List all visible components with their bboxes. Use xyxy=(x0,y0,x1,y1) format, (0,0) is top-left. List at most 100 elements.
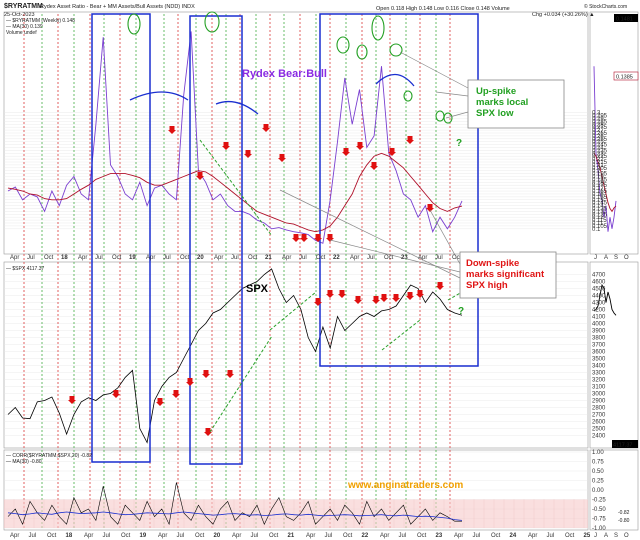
blue-curve-arrow xyxy=(129,91,189,101)
red-down-arrow xyxy=(372,296,380,304)
rydex-value-text: 0.1481 xyxy=(616,17,633,23)
y-tick-label: 0.50 xyxy=(592,469,604,475)
corr-legend: — CORR($RYRATMM,$SPX,20) -0.82 xyxy=(6,453,92,459)
axis-ticks: 0.10.1050.110.1150.120.1250.130.1350.140… xyxy=(10,111,629,539)
down-spike-pointer-1 xyxy=(429,209,461,265)
red-down-arrow xyxy=(226,370,234,378)
red-down-arrow xyxy=(196,172,204,180)
green-circles xyxy=(127,11,453,124)
y-tick-label: 3100 xyxy=(592,385,606,391)
x-tick-label-top: Jul xyxy=(435,255,443,261)
corr-ma-value-text: -0.80 xyxy=(618,518,630,524)
rydex-series-0 xyxy=(7,31,463,244)
red-down-arrow xyxy=(370,162,378,170)
spike-circle xyxy=(336,36,350,54)
legend-ma: — MA(30) 0.139 xyxy=(6,24,43,30)
red-down-arrow xyxy=(416,290,424,298)
red-down-arrow xyxy=(172,390,180,398)
y-tick-label: 0.14 xyxy=(592,204,604,210)
red-down-arrow xyxy=(326,290,334,298)
x-tick-label-bottom: Apr xyxy=(158,533,167,539)
spike-circle xyxy=(403,90,413,102)
x-tick-label-top: Jul xyxy=(231,255,239,261)
callout-line: marks local xyxy=(476,97,528,108)
red-down-arrow xyxy=(300,234,308,242)
x-tick-label-top: Apr xyxy=(214,255,223,261)
y-tick-label: 2600 xyxy=(592,420,606,426)
y-tick-label: 3500 xyxy=(592,357,606,363)
x-tick-label-bottom: Jul xyxy=(177,533,185,539)
y-tick-label: 3300 xyxy=(592,371,606,377)
red-down-arrow xyxy=(436,282,444,290)
red-down-arrow xyxy=(262,124,270,132)
y-tick-label: 4100 xyxy=(592,315,606,321)
corr-band-rect xyxy=(4,499,588,528)
spike-circle xyxy=(356,44,368,60)
change-label: Chg +0.034 (+30.26%) ▲ xyxy=(532,12,595,18)
x-tick-label-top: Oct xyxy=(384,255,394,261)
spx-value-tag xyxy=(612,440,638,448)
x-tick-label-bottom: 21 xyxy=(288,533,295,539)
x-tick-label-bottom: Apr xyxy=(84,533,93,539)
y-tick-label: 4200 xyxy=(592,308,606,314)
x-tick-label-top: Jul xyxy=(27,255,35,261)
question-mark-spx: ? xyxy=(458,306,464,317)
callout-line: SPX low xyxy=(476,108,514,119)
spike-circle xyxy=(204,11,220,33)
up-spike-pointer-2 xyxy=(435,91,469,97)
red-down-arrow xyxy=(338,290,346,298)
y-tick-label: 0.205 xyxy=(592,166,608,172)
y-tick-label: 3800 xyxy=(592,336,606,342)
blue-curve-arrow xyxy=(375,73,415,87)
right-x-tick-bottom: J xyxy=(594,533,597,539)
y-tick-label: 0.135 xyxy=(592,206,608,212)
y-tick-label: 0.75 xyxy=(592,460,604,466)
x-tick-label-bottom: Jul xyxy=(103,533,111,539)
x-tick-label-bottom: 20 xyxy=(214,533,221,539)
x-tick-label-top: Jul xyxy=(95,255,103,261)
down-spike-box xyxy=(459,251,557,299)
green-trend-arrow xyxy=(269,291,317,331)
x-tick-label-top: Apr xyxy=(10,255,19,261)
y-tick-label: 3900 xyxy=(592,329,606,335)
callout-line: SPX high xyxy=(466,280,508,291)
x-tick-label-bottom: Oct xyxy=(343,533,353,539)
y-tick-label: 0.19 xyxy=(592,175,604,181)
blue-curve-arrow xyxy=(215,100,259,115)
red-down-arrow xyxy=(202,370,210,378)
callout-line: Up-spike xyxy=(476,86,516,97)
y-tick-label: 3400 xyxy=(592,364,606,370)
y-tick-label: 0.17 xyxy=(592,186,604,192)
up-spike-callout: Up-spike marks local SPX low xyxy=(399,51,565,129)
x-tick-label-bottom: Apr xyxy=(528,533,537,539)
x-tick-label-bottom: Oct xyxy=(491,533,501,539)
legend-ratio: — $RYRATMM (Weekly) 0.148 xyxy=(6,18,75,24)
red-down-arrow xyxy=(222,142,230,150)
y-tick-label: 0.25 xyxy=(592,479,604,485)
red-down-arrow xyxy=(406,292,414,300)
down-spike-callout: Down-spike marks significant SPX high xyxy=(279,189,557,299)
red-down-arrow xyxy=(392,294,400,302)
x-tick-label-top: Apr xyxy=(350,255,359,261)
rydex-annotation: Rydex Bear:Bull xyxy=(242,68,327,80)
y-tick-label: 1.00 xyxy=(592,450,604,456)
y-tick-label: 0.275 xyxy=(592,125,608,131)
x-tick-label-bottom: Jul xyxy=(251,533,259,539)
y-tick-label: 4000 xyxy=(592,322,606,328)
x-tick-label-bottom: Apr xyxy=(380,533,389,539)
x-tick-label-top: Apr xyxy=(282,255,291,261)
green-trend-arrow xyxy=(199,139,273,237)
y-tick-label: 0.22 xyxy=(592,157,604,163)
red-down-arrow xyxy=(314,234,322,242)
green-trend-arrow xyxy=(209,335,273,433)
y-tick-label: 4500 xyxy=(592,287,606,293)
y-tick-label: 4400 xyxy=(592,294,606,300)
credit-label: © StockCharts.com xyxy=(584,3,627,10)
y-tick-label: 2800 xyxy=(592,406,606,412)
spike-circle xyxy=(127,13,141,35)
y-tick-label: 0.265 xyxy=(592,131,608,137)
y-tick-label: 0.16 xyxy=(592,192,604,198)
spx-legend: — $SPX 4117.37 xyxy=(6,266,44,272)
x-tick-label-top: 18 xyxy=(61,255,68,261)
